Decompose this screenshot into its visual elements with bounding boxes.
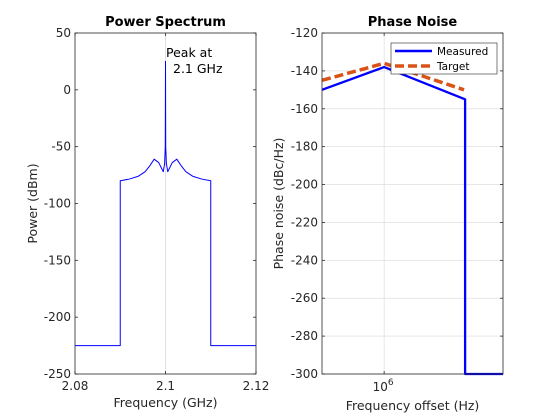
y-tick-label: -50 [51,140,71,154]
y-tick-label: -160 [291,102,318,116]
x-axis-label: Frequency offset (Hz) [346,398,480,413]
y-tick-label: -220 [291,215,318,229]
series-line-target [321,61,465,92]
x-tick-label: 2.08 [62,379,89,393]
y-axis-label: Phase noise (dBc/Hz) [271,138,286,270]
peak-annotation-line-1: Peak at [166,45,212,60]
y-tick-label: -280 [291,329,318,343]
peak-annotation-line-2: 2.1 GHz [173,61,223,76]
y-tick-label: -200 [291,178,318,192]
y-tick-label: -260 [291,291,318,305]
y-tick-label: -180 [291,140,318,154]
x-axis-label: Frequency (GHz) [114,395,218,410]
x-tick-label: 2.12 [243,379,270,393]
y-tick-label: -150 [44,253,71,267]
legend: Measured Target [390,42,498,75]
peak-annotation: Peak at 2.1 GHz [166,45,223,76]
y-tick-label: -300 [291,367,318,381]
axes-box [321,32,504,375]
x-tick-label-exponent: 6 [388,378,394,388]
chart-title: Power Spectrum [105,15,226,30]
x-tick-label: 2.1 [156,379,175,393]
x-tick-label-base: 10 [373,380,388,394]
legend-box [390,42,498,75]
x-tick-label: 106 [373,378,394,394]
y-tick-label: -200 [44,310,71,324]
y-tick-label: 0 [63,83,71,97]
y-tick-label: -120 [291,26,318,40]
chart-title: Phase Noise [368,15,458,30]
legend-entry-target: Target [436,61,469,73]
y-tick-label: -250 [44,367,71,381]
y-tick-label: 50 [56,26,71,40]
phase-noise-chart: -120 -140 -160 -180 -200 -220 -240 -260 -280 -300… [271,15,504,413]
plot-area [322,33,503,374]
y-tick-label: -140 [291,64,318,78]
y-tick-label: -240 [291,253,318,267]
y-tick-label: -100 [44,197,71,211]
y-axis-label: Power (dBm) [25,163,40,243]
series-line-0 [75,60,256,347]
legend-entry-measured: Measured [437,46,488,58]
